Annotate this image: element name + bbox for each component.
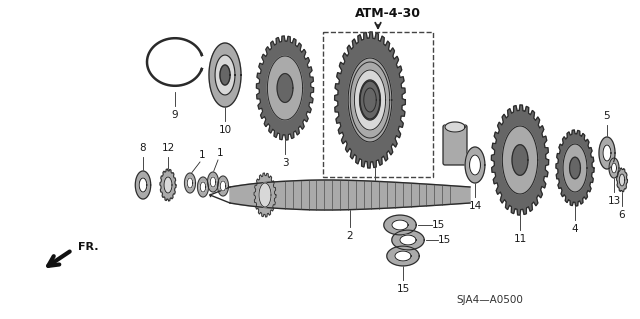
Polygon shape — [400, 235, 416, 245]
Text: 7: 7 — [372, 190, 378, 200]
Bar — [323, 32, 433, 177]
Polygon shape — [198, 177, 209, 197]
Polygon shape — [570, 157, 580, 179]
Polygon shape — [184, 173, 195, 193]
Text: 13: 13 — [607, 196, 621, 206]
Polygon shape — [350, 62, 390, 138]
Polygon shape — [164, 177, 172, 193]
Polygon shape — [335, 32, 405, 168]
Text: 2: 2 — [347, 231, 353, 241]
Text: 3: 3 — [282, 158, 288, 168]
Polygon shape — [257, 36, 314, 140]
Polygon shape — [220, 181, 226, 191]
Text: 14: 14 — [468, 201, 482, 211]
Polygon shape — [556, 130, 594, 206]
Polygon shape — [139, 178, 147, 192]
Polygon shape — [392, 220, 408, 230]
Polygon shape — [259, 183, 271, 207]
Polygon shape — [465, 147, 485, 183]
Polygon shape — [360, 80, 380, 120]
Polygon shape — [492, 105, 548, 215]
Polygon shape — [611, 163, 616, 173]
Polygon shape — [277, 74, 293, 102]
Text: 8: 8 — [140, 143, 147, 153]
Polygon shape — [220, 65, 230, 85]
Text: ATM-4-30: ATM-4-30 — [355, 7, 421, 20]
Polygon shape — [209, 43, 241, 107]
Polygon shape — [268, 56, 303, 120]
Polygon shape — [218, 176, 228, 196]
Text: 4: 4 — [572, 224, 579, 234]
Text: 15: 15 — [396, 284, 410, 294]
Polygon shape — [445, 122, 465, 132]
Polygon shape — [395, 251, 411, 261]
Polygon shape — [207, 172, 218, 192]
Polygon shape — [392, 230, 424, 250]
Text: 11: 11 — [513, 234, 527, 244]
Text: 12: 12 — [161, 143, 175, 153]
Polygon shape — [160, 169, 176, 201]
Text: 6: 6 — [619, 210, 625, 220]
Polygon shape — [616, 168, 627, 192]
Text: 15: 15 — [431, 220, 445, 230]
Polygon shape — [364, 88, 376, 112]
Polygon shape — [387, 246, 419, 266]
Polygon shape — [348, 58, 392, 142]
Polygon shape — [502, 126, 538, 194]
FancyBboxPatch shape — [443, 125, 467, 165]
Polygon shape — [609, 158, 619, 178]
Polygon shape — [470, 155, 481, 175]
Text: 1: 1 — [198, 150, 205, 160]
Text: FR.: FR. — [78, 242, 99, 252]
Text: SJA4—A0500: SJA4—A0500 — [456, 295, 524, 305]
Polygon shape — [188, 178, 193, 188]
Text: 5: 5 — [604, 111, 611, 121]
Polygon shape — [603, 145, 611, 161]
Polygon shape — [211, 177, 216, 187]
Polygon shape — [384, 215, 416, 235]
Polygon shape — [135, 171, 150, 199]
Polygon shape — [563, 144, 587, 192]
Polygon shape — [620, 174, 625, 186]
Polygon shape — [360, 81, 380, 119]
Polygon shape — [215, 55, 235, 95]
Polygon shape — [599, 137, 615, 169]
Text: 15: 15 — [437, 235, 451, 245]
Polygon shape — [200, 182, 205, 192]
Text: 10: 10 — [218, 125, 232, 135]
Polygon shape — [355, 70, 385, 130]
Polygon shape — [230, 180, 470, 210]
Text: 9: 9 — [172, 110, 179, 120]
Polygon shape — [254, 173, 276, 217]
Polygon shape — [512, 145, 528, 175]
Text: 1: 1 — [217, 148, 223, 158]
